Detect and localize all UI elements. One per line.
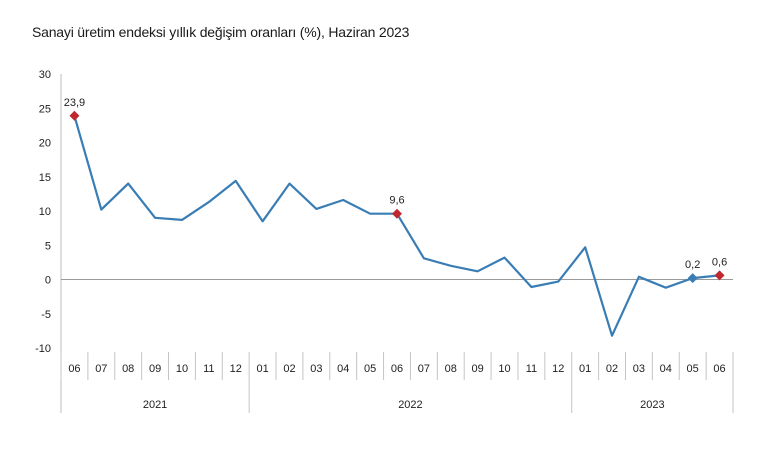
data-label: 23,9 [64,97,85,109]
x-tick-label: 12 [552,363,564,375]
x-tick-label: 06 [713,363,725,375]
x-tick-label: 11 [526,363,537,375]
x-tick-label: 08 [445,363,457,375]
x-tick-label: 09 [149,363,161,375]
y-tick-label: 30 [39,69,51,81]
x-tick-label: 04 [337,363,349,375]
highlight-marker [714,270,725,281]
highlight-marker [392,208,402,219]
y-tick-label: 0 [45,275,51,287]
series-line [73,115,720,337]
annotation-markers: 23,9 9,6 0,2 0,6 [64,97,727,284]
highlight-marker [69,110,80,121]
year-group-labels: 2021 2022 2023 [143,399,665,411]
x-tick-label: 06 [391,363,403,375]
y-tick-label: 15 [39,172,51,184]
x-tick-label: 04 [660,363,672,375]
x-tick-label: 10 [498,363,510,375]
x-tick-label: 05 [364,363,376,375]
y-axis-tick-labels: 30 25 20 15 10 5 0 -5 -10 [35,69,51,355]
year-label: 2021 [143,399,167,411]
series-group [73,115,720,337]
data-label: 0,2 [685,259,700,271]
y-tick-label: -5 [41,309,51,321]
x-tick-label: 09 [472,363,484,375]
x-tick-label: 05 [687,363,699,375]
highlight-marker [687,273,698,284]
x-tick-label: 11 [203,363,214,375]
chart-axes [60,74,734,413]
year-label: 2023 [640,399,664,411]
data-label: 0,6 [712,256,727,268]
y-tick-label: 10 [39,206,51,218]
x-tick-label: 07 [418,363,430,375]
x-tick-label: 03 [310,363,322,375]
x-tick-label: 08 [122,363,134,375]
y-tick-label: 25 [39,103,51,115]
x-tick-label: 01 [256,363,268,375]
x-tick-label: 07 [95,363,107,375]
y-tick-label: 20 [39,138,51,150]
chart-title: Sanayi üretim endeksi yıllık değişim ora… [32,24,410,40]
x-axis-tick-labels: 06 07 08 09 10 11 12 01 02 03 04 05 06 07 08 09 10 11 12 01… [68,363,725,375]
x-tick-label: 12 [230,363,242,375]
x-tick-label: 02 [606,363,618,375]
x-tick-label: 06 [68,363,80,375]
x-tick-label: 03 [633,363,645,375]
x-tick-label: 10 [176,363,188,375]
x-tick-label: 02 [283,363,295,375]
y-tick-label: 5 [45,240,51,252]
data-label: 9,6 [389,195,404,207]
year-label: 2022 [398,399,422,411]
y-tick-label: -10 [35,343,51,355]
x-tick-label: 01 [579,363,591,375]
